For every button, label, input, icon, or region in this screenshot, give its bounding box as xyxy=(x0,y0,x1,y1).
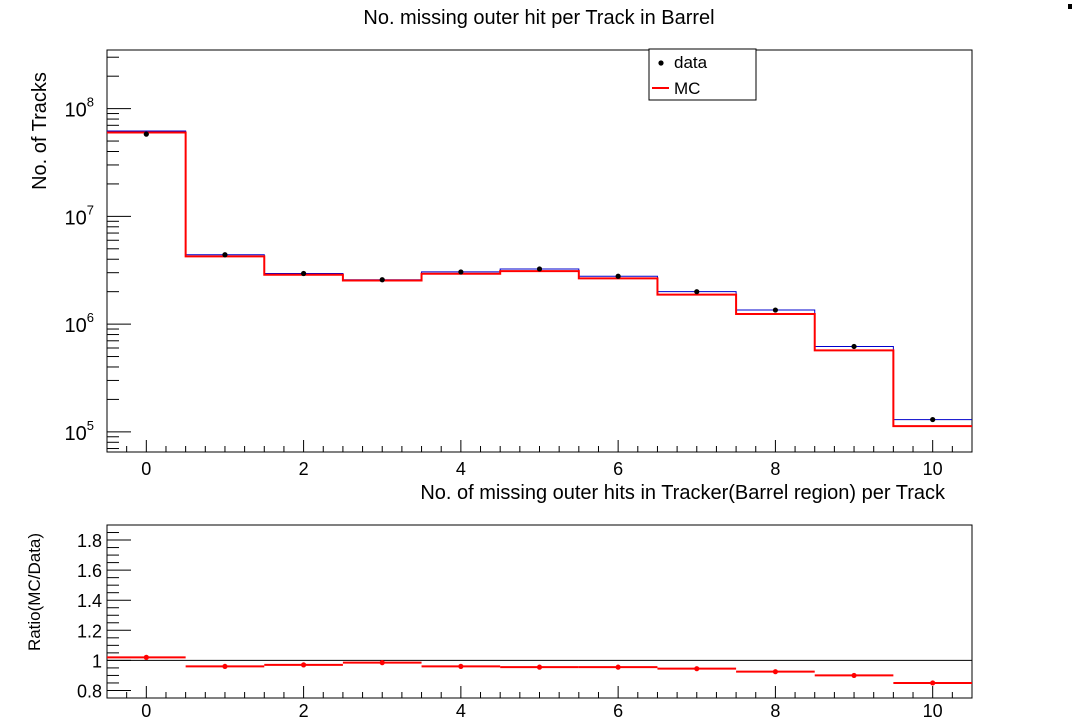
ratio-point xyxy=(300,662,307,668)
legend-data-label: data xyxy=(674,53,708,72)
ratio-point xyxy=(694,666,700,672)
data-point xyxy=(694,289,700,295)
ratio-y-tick-label: 1 xyxy=(92,651,102,671)
x-tick-label: 8 xyxy=(770,459,780,479)
tick-exponent: 8 xyxy=(87,95,94,110)
ratio-point xyxy=(143,654,149,660)
x-tick-label: 2 xyxy=(299,701,309,720)
ratio-y-tick-label: 1.6 xyxy=(77,561,102,581)
ratio-point xyxy=(536,664,543,670)
x-tick-label: 2 xyxy=(299,459,309,479)
data-point xyxy=(458,269,464,275)
ratio-point xyxy=(379,660,385,666)
x-tick-label: 6 xyxy=(613,459,623,479)
ratio-point xyxy=(222,663,228,670)
legend: data MC xyxy=(648,48,757,101)
data-point xyxy=(143,131,149,137)
legend-box xyxy=(648,48,757,101)
data-point xyxy=(300,270,307,277)
ratio-x-axis: 0 2 4 6 8 10 xyxy=(106,686,973,720)
tick-exponent: 5 xyxy=(87,418,94,433)
ratio-y-axis: 0.8 1 1.2 1.4 1.6 1.8 xyxy=(77,524,131,701)
reference-step-line xyxy=(107,130,972,421)
mc-step-line xyxy=(107,131,972,428)
chart-title: No. missing outer hit per Track in Barre… xyxy=(363,7,714,29)
legend-mc-label: MC xyxy=(674,79,700,98)
data-point xyxy=(772,307,779,313)
data-point xyxy=(851,343,857,350)
ratio-point xyxy=(851,672,857,679)
tick-exponent: 7 xyxy=(87,202,94,217)
ratio-y-tick-label: 1.4 xyxy=(77,591,102,611)
main-y-axis-label: No. of Tracks xyxy=(29,72,51,190)
legend-data-marker xyxy=(658,60,664,66)
ratio-plot-series xyxy=(107,654,972,686)
ratio-point xyxy=(772,669,779,675)
ratio-y-tick-label: 1.2 xyxy=(77,621,102,641)
corner-marker xyxy=(1068,4,1072,9)
tick-base: 10 xyxy=(65,423,87,445)
tick-base: 10 xyxy=(65,315,87,337)
main-y-tick-label: 105 xyxy=(65,418,94,445)
x-tick-label: 4 xyxy=(456,701,466,720)
data-point xyxy=(222,252,228,258)
ratio-point xyxy=(930,680,936,686)
data-point xyxy=(379,277,385,283)
x-tick-label: 0 xyxy=(141,459,151,479)
data-point xyxy=(930,416,936,423)
data-point xyxy=(615,273,621,279)
ratio-point xyxy=(458,663,464,670)
x-tick-label: 10 xyxy=(923,459,943,479)
tick-exponent: 6 xyxy=(87,310,94,325)
ratio-plot-frame xyxy=(106,524,973,699)
ratio-point xyxy=(615,664,621,670)
x-tick-label: 6 xyxy=(613,701,623,720)
main-y-tick-label: 108 xyxy=(65,95,94,122)
ratio-y-tick-label: 1.8 xyxy=(77,531,102,551)
main-y-tick-label: 106 xyxy=(65,310,94,337)
tick-base: 10 xyxy=(65,100,87,122)
x-tick-label: 10 xyxy=(923,701,943,720)
main-plot-series xyxy=(107,130,972,428)
main-x-axis-label: No. of missing outer hits in Tracker(Bar… xyxy=(420,482,946,504)
tick-base: 10 xyxy=(65,207,87,229)
x-tick-label: 4 xyxy=(456,459,466,479)
main-plot-frame xyxy=(106,49,973,453)
main-y-tick-label: 107 xyxy=(65,202,94,229)
main-x-axis: 0 2 4 6 8 10 xyxy=(106,440,973,479)
ratio-y-axis-label: Ratio(MC/Data) xyxy=(25,533,44,651)
x-tick-label: 0 xyxy=(141,701,151,720)
data-point xyxy=(536,266,543,272)
ratio-y-tick-label: 0.8 xyxy=(77,681,102,701)
x-tick-label: 8 xyxy=(770,701,780,720)
